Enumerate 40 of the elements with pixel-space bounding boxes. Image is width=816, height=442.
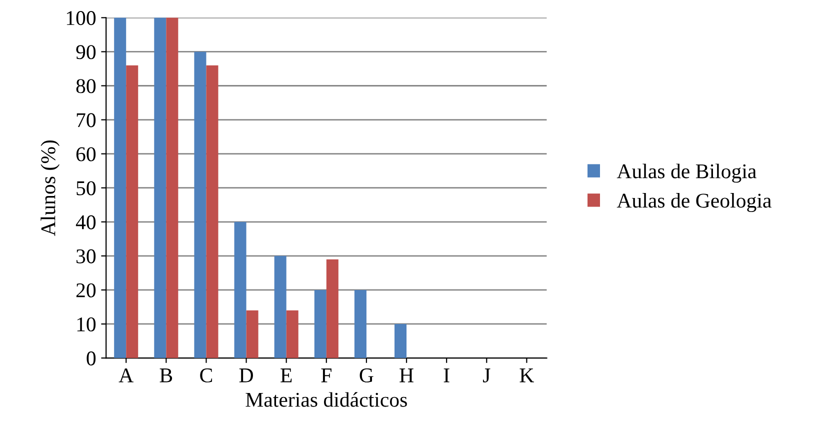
y-tick-label: 0	[86, 351, 96, 366]
x-tick-label: F	[321, 368, 332, 382]
bar	[326, 259, 338, 358]
x-tick-label: I	[444, 368, 450, 382]
y-tick-label: 90	[76, 45, 96, 60]
x-tick-label: A	[118, 368, 134, 382]
x-tick-label: G	[360, 368, 374, 382]
x-tick-label: J	[483, 368, 490, 382]
bar	[234, 222, 246, 358]
y-tick-label: 50	[76, 181, 96, 196]
x-tick-label: C	[200, 368, 212, 382]
bar	[246, 310, 258, 358]
x-tick-label: K	[520, 368, 534, 382]
bar	[126, 65, 138, 358]
legend-label: Aulas de Geologia	[616, 193, 772, 212]
y-tick-label: 80	[76, 79, 96, 94]
x-tick-label: B	[160, 368, 172, 382]
x-tick-label: H	[400, 368, 414, 382]
bar	[114, 18, 126, 358]
bar	[206, 65, 218, 358]
y-tick-label: 40	[76, 215, 96, 230]
y-tick-label: 60	[76, 147, 96, 162]
y-tick-label: 100	[66, 11, 96, 26]
y-tick-label: 20	[76, 283, 96, 298]
y-tick-label: 70	[76, 113, 96, 128]
bar	[286, 310, 298, 358]
bar	[354, 290, 366, 358]
y-tick-label: 30	[76, 249, 96, 264]
bar	[274, 256, 286, 358]
legend-label: Aulas de Bilogia	[616, 164, 756, 183]
y-axis-title: Alunos (%)	[40, 140, 60, 236]
bar	[166, 18, 178, 358]
x-axis-title: Materias didácticos	[246, 392, 407, 407]
bar	[154, 18, 166, 358]
bar	[314, 290, 326, 358]
bar	[394, 324, 407, 358]
bar	[194, 52, 206, 358]
x-tick-label: D	[239, 368, 253, 382]
y-tick-label: 10	[77, 317, 96, 332]
x-tick-label: E	[280, 368, 292, 382]
